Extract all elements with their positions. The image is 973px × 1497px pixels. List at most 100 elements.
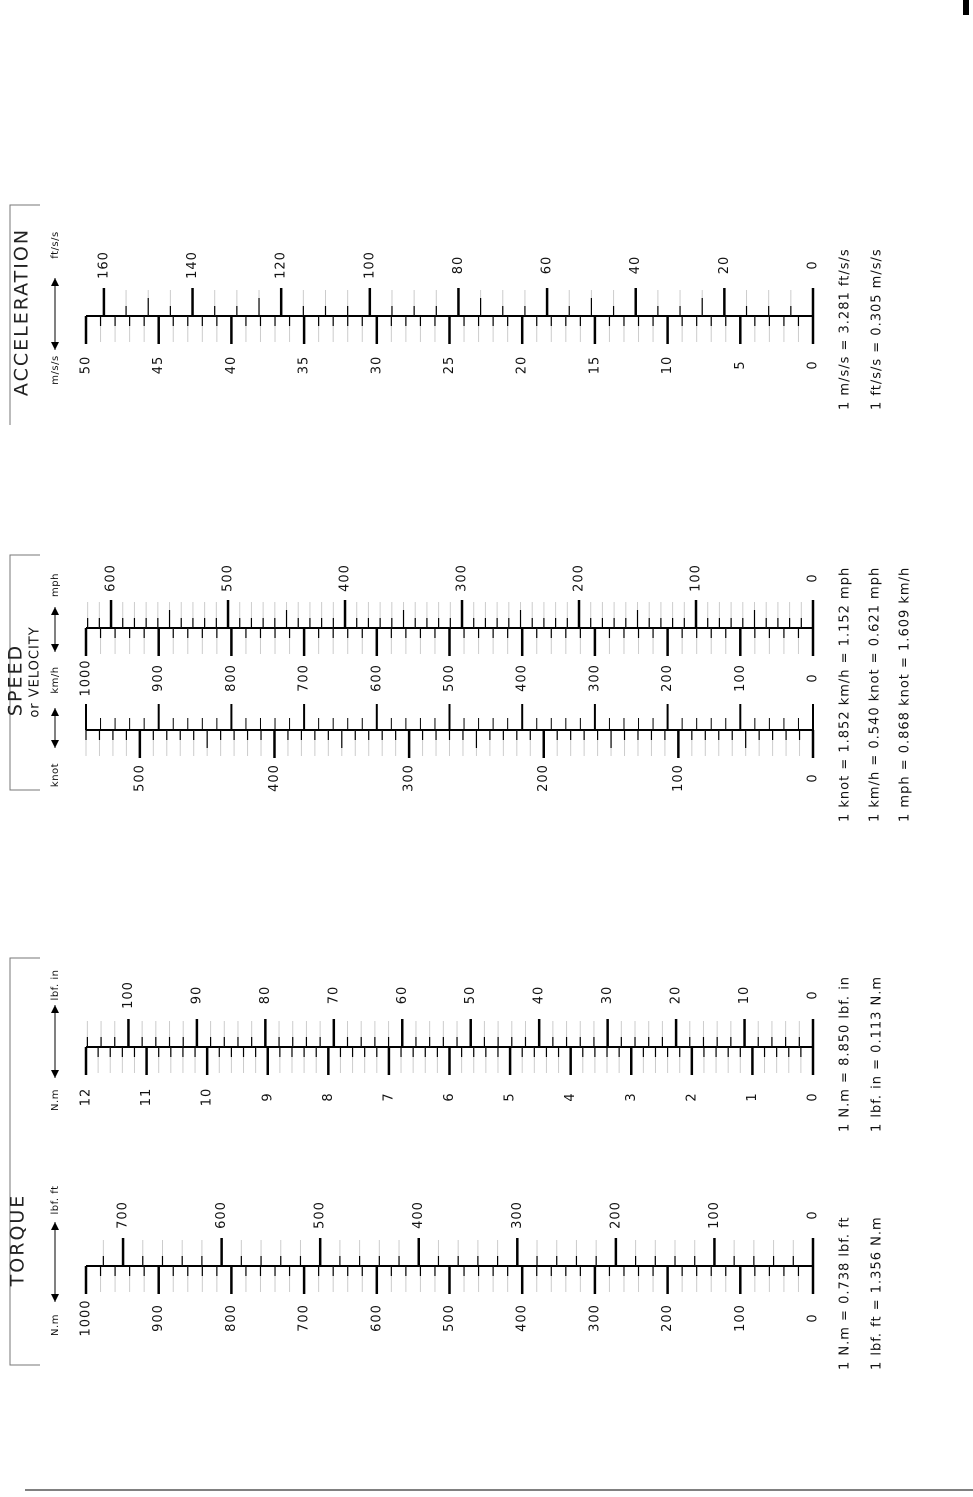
tick-label: 300 [587,1304,602,1332]
tick-label: 10 [660,356,675,375]
tick-label: 200 [660,1304,675,1332]
tick-label: 20 [717,256,732,275]
tick-label: 200 [608,1201,623,1229]
tick-label: 70 [326,986,341,1005]
tick-label: 35 [297,356,312,375]
tick-label: 600 [214,1201,229,1229]
unit-label: lbf. ft [50,1185,61,1214]
tick-label: 400 [411,1201,426,1229]
arrow-head [51,708,59,748]
arrow-head [51,278,59,350]
tick-label: 0 [806,1313,821,1322]
tick-label: 0 [806,673,821,682]
tick-label: 0 [806,573,821,582]
tick-label: 0 [806,990,821,999]
tick-label: 11 [139,1088,154,1107]
tick-label: 400 [338,564,353,592]
tick-label: 600 [369,1304,384,1332]
tick-label: 25 [442,356,457,375]
unit-label: N.m [50,1314,61,1336]
tick-label: 50 [79,356,94,375]
tick-label: 8 [321,1092,336,1101]
tick-label: 800 [224,664,239,692]
section-title: ACCELERATION [11,228,33,396]
tick-label: 90 [189,986,204,1005]
bracket [9,204,40,425]
conversion-note: 1 mph = 0.868 knot = 1.609 km/h [898,567,913,822]
conversion-note: 1 km/h = 0.540 knot = 0.621 mph [868,567,883,822]
tick-label: 5 [733,360,748,369]
tick-label: 500 [132,764,147,792]
tick-label: 900 [151,1304,166,1332]
tick-label: 12 [79,1088,94,1107]
tick-label: 5 [503,1092,518,1101]
tick-label: 500 [442,1304,457,1332]
tick-label: 400 [515,1304,530,1332]
tick-label: 2 [684,1092,699,1101]
tick-label: 200 [536,764,551,792]
unit-label: km/h [50,666,61,693]
tick-label: 100 [733,1304,748,1332]
conversion-note: 1 m/s/s = 3.281 ft/s/s [838,248,853,410]
tick-label: 45 [151,356,166,375]
tick-label: 100 [671,764,686,792]
unit-label: knot [50,763,61,787]
tick-label: 100 [362,251,377,279]
tick-label: 40 [532,986,547,1005]
tick-label: 700 [116,1201,131,1229]
section-title: SPEED [5,644,27,716]
tick-label: 400 [515,664,530,692]
tick-label: 700 [297,664,312,692]
section-title: TORQUE [7,1194,29,1288]
arrow-head [51,1222,59,1302]
tick-label: 1000 [79,659,94,696]
tick-label: 300 [510,1201,525,1229]
corner-mark [963,0,969,15]
unit-label: m/s/s [50,355,61,384]
tick-label: 120 [274,251,289,279]
section-subtitle: or VELOCITY [28,626,43,717]
tick-label: 80 [258,986,273,1005]
tick-label: 300 [402,764,417,792]
conversion-note: 1 N.m = 0.738 lbf. ft [838,1216,853,1370]
tick-label: 100 [707,1201,722,1229]
tick-label: 10 [200,1088,215,1107]
tick-label: 600 [369,664,384,692]
tick-label: 500 [221,564,236,592]
tick-label: 200 [660,664,675,692]
conversion-note: 1 ft/s/s = 0.305 m/s/s [870,248,885,410]
unit-label: ft/s/s [50,231,61,258]
tick-label: 40 [628,256,643,275]
tick-label: 20 [669,986,684,1005]
tick-label: 400 [267,764,282,792]
tick-label: 500 [313,1201,328,1229]
tick-label: 700 [297,1304,312,1332]
tick-label: 4 [563,1092,578,1101]
tick-label: 80 [451,256,466,275]
tick-label: 0 [806,360,821,369]
tick-label: 10 [737,986,752,1005]
tick-label: 15 [587,356,602,375]
tick-label: 200 [572,564,587,592]
tick-label: 1000 [79,1299,94,1336]
tick-label: 600 [104,564,119,592]
tick-label: 0 [806,260,821,269]
tick-label: 0 [806,1092,821,1101]
tick-label: 160 [96,251,111,279]
tick-label: 1 [745,1092,760,1101]
tick-label: 60 [395,986,410,1005]
tick-label: 20 [515,356,530,375]
tick-label: 30 [600,986,615,1005]
tick-label: 3 [624,1092,639,1101]
unit-label: N.m [50,1089,61,1111]
tick-label: 7 [381,1092,396,1101]
unit-label: mph [50,573,61,597]
tick-label: 900 [151,664,166,692]
tick-label: 100 [689,564,704,592]
tick-label: 140 [185,251,200,279]
tick-label: 6 [442,1092,457,1101]
bracket [9,554,40,791]
tick-label: 300 [455,564,470,592]
